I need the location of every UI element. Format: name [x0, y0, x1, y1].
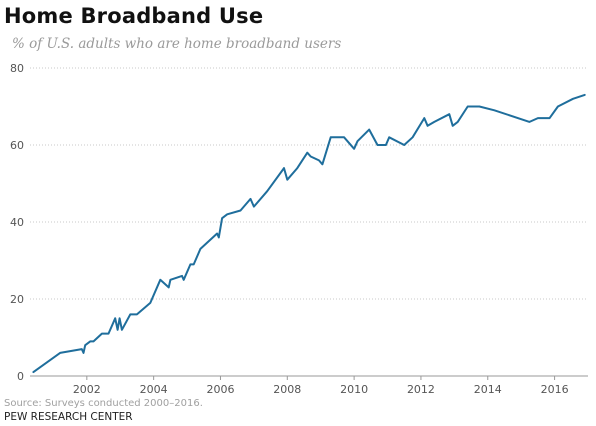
chart-subtitle: % of U.S. adults who are home broadband …	[12, 36, 342, 52]
series-line-broadband	[32, 93, 586, 374]
y-axis-labels: 0 20 40 60 80	[10, 62, 24, 383]
y-tick-label-0: 0	[17, 370, 24, 383]
y-tick-label-80: 80	[10, 62, 24, 75]
y-tick-label-40: 40	[10, 216, 24, 229]
y-tick-label-60: 60	[10, 139, 24, 152]
x-tick-label-2010: 2010	[340, 383, 368, 396]
y-tick-label-20: 20	[10, 293, 24, 306]
x-tick-label-2006: 2006	[206, 383, 234, 396]
gridlines	[30, 67, 588, 300]
x-axis-ticks	[86, 376, 556, 380]
x-tick-label-2016: 2016	[541, 383, 569, 396]
chart-title: Home Broadband Use	[4, 4, 264, 28]
x-axis-labels: 2002 2004 2006 2008 2010 2012 2014 2016	[73, 383, 569, 396]
source-note: Source: Surveys conducted 2000–2016.	[4, 398, 203, 409]
x-tick-label-2004: 2004	[140, 383, 168, 396]
x-tick-label-2002: 2002	[73, 383, 101, 396]
x-tick-label-2012: 2012	[407, 383, 435, 396]
credit-line: PEW RESEARCH CENTER	[4, 411, 133, 423]
x-tick-label-2014: 2014	[474, 383, 502, 396]
x-tick-label-2008: 2008	[273, 383, 301, 396]
